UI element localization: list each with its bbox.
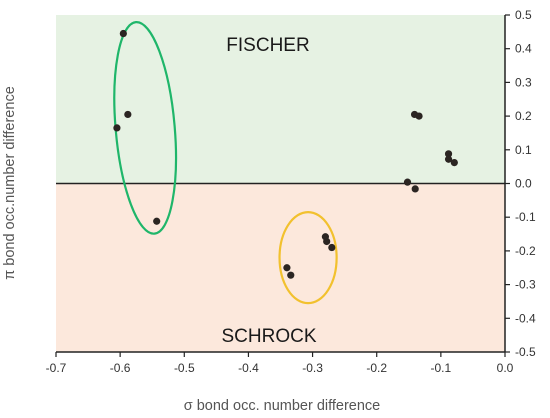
y-tick-label: 0.5 bbox=[515, 8, 532, 22]
data-point bbox=[283, 264, 291, 272]
data-point bbox=[119, 29, 127, 38]
region-label-fischer: FISCHER bbox=[226, 35, 309, 56]
x-tick-label: -0.3 bbox=[302, 361, 323, 375]
region-fischer bbox=[56, 15, 505, 184]
y-tick-label: -0.3 bbox=[515, 278, 536, 292]
data-point bbox=[444, 155, 453, 163]
data-point bbox=[411, 185, 419, 193]
region-label-schrock: SCHROCK bbox=[221, 326, 316, 347]
data-point bbox=[415, 112, 423, 120]
data-point bbox=[124, 110, 132, 119]
x-axis-title: σ bond occ. number difference bbox=[184, 398, 381, 414]
data-point bbox=[323, 237, 331, 246]
region-labels: FISCHER SCHROCK bbox=[221, 35, 316, 347]
y-tick-label: 0.4 bbox=[515, 42, 532, 56]
y-tick-label: 0.2 bbox=[515, 109, 532, 123]
x-tick-label: -0.2 bbox=[366, 361, 387, 375]
y-tick-label: -0.4 bbox=[515, 311, 536, 325]
y-tick-label: -0.5 bbox=[515, 345, 536, 359]
y-axis-title: π bond occ.number difference bbox=[2, 86, 18, 280]
y-tick-label: 0.3 bbox=[515, 75, 532, 89]
y-tick-label: -0.1 bbox=[515, 210, 536, 224]
data-point bbox=[444, 150, 453, 158]
points-layer bbox=[113, 29, 458, 279]
x-tick-label: -0.1 bbox=[431, 361, 452, 375]
data-point bbox=[328, 243, 336, 252]
x-tick-label: -0.6 bbox=[110, 361, 131, 375]
ticks-layer: -0.7 -0.6 -0.5 -0.4 -0.3 -0.2 -0.1 0.0 0.5 0.4 0.3… bbox=[46, 8, 536, 375]
y-tick-label: 0.1 bbox=[515, 143, 532, 157]
group-outline-2 bbox=[278, 211, 338, 305]
y-tick-label: 0.0 bbox=[515, 177, 532, 191]
data-point bbox=[450, 159, 458, 167]
x-tick-label: 0.0 bbox=[497, 361, 514, 375]
x-tick-label: -0.7 bbox=[46, 361, 67, 375]
y-tick-label: -0.2 bbox=[515, 244, 536, 258]
x-tick-label: -0.5 bbox=[174, 361, 195, 375]
data-point bbox=[153, 217, 161, 225]
data-point bbox=[403, 178, 412, 186]
data-point bbox=[287, 271, 295, 279]
x-tick-label: -0.4 bbox=[238, 361, 259, 375]
data-point bbox=[113, 124, 121, 132]
